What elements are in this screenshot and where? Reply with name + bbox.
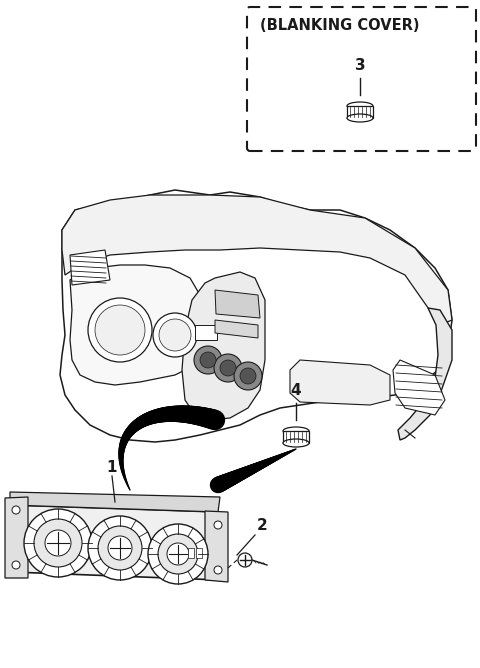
Circle shape [88,516,152,580]
Text: 2: 2 [257,518,267,532]
Text: 4: 4 [291,383,301,397]
Circle shape [12,561,20,569]
Circle shape [200,352,216,368]
Bar [188,548,194,558]
Polygon shape [215,320,258,338]
Polygon shape [205,511,228,582]
Circle shape [34,519,82,567]
Ellipse shape [283,427,309,435]
Circle shape [153,313,197,357]
Polygon shape [398,308,452,440]
Polygon shape [62,195,452,325]
Circle shape [45,530,71,556]
Circle shape [98,526,142,570]
Polygon shape [290,360,390,405]
Polygon shape [10,505,220,580]
Circle shape [158,534,198,574]
Circle shape [214,354,242,382]
Circle shape [214,481,222,489]
Polygon shape [5,497,28,578]
Circle shape [167,543,189,565]
Circle shape [108,536,132,560]
Circle shape [148,524,208,584]
Circle shape [194,346,222,374]
Circle shape [214,566,222,574]
Text: 3: 3 [355,57,365,73]
Polygon shape [393,360,445,415]
Circle shape [240,368,256,384]
Bar [196,548,202,558]
Bar [347,106,373,118]
Polygon shape [60,190,452,442]
Circle shape [159,319,191,351]
Circle shape [88,298,152,362]
Polygon shape [70,265,205,385]
Text: 1: 1 [107,460,117,476]
Circle shape [234,362,262,390]
Circle shape [24,509,92,577]
Bar [195,325,217,340]
Ellipse shape [347,102,373,110]
Polygon shape [70,250,110,285]
Ellipse shape [347,114,373,122]
Circle shape [214,521,222,529]
Bar [283,431,309,443]
Text: (BLANKING COVER): (BLANKING COVER) [260,18,420,33]
Polygon shape [215,290,260,318]
Circle shape [95,305,145,355]
Circle shape [238,553,252,567]
Polygon shape [182,272,265,420]
Circle shape [220,360,236,376]
Ellipse shape [283,439,309,447]
FancyBboxPatch shape [247,7,476,151]
Polygon shape [10,492,220,512]
Circle shape [12,506,20,514]
